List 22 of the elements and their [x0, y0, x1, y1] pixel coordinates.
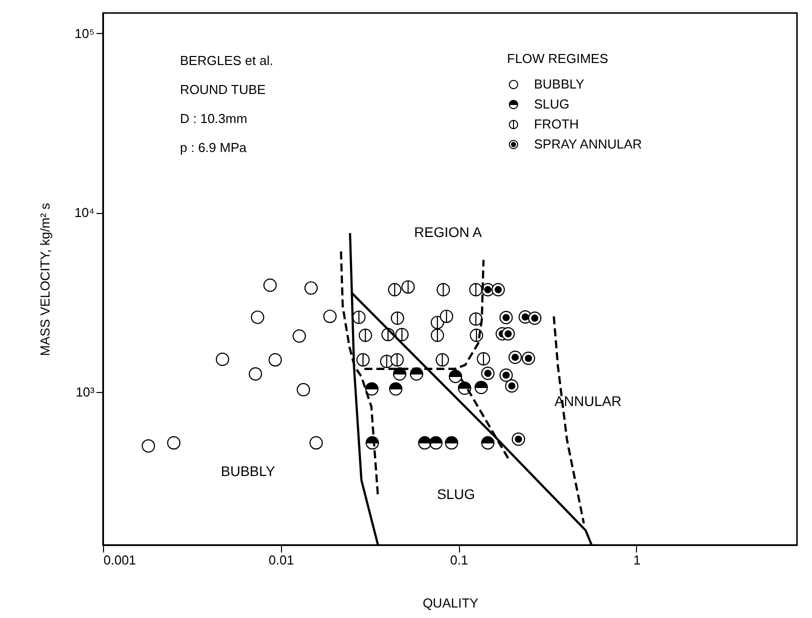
y-tick-label: 10³ — [76, 384, 96, 400]
legend-label: SPRAY ANNULAR — [534, 136, 642, 152]
y-axis-title: MASS VELOCITY, kg/m² s — [37, 202, 52, 356]
x-tick-label: 0.01 — [268, 552, 294, 568]
x-tick-label: 0.1 — [450, 552, 468, 568]
annotation: BERGLES et al. — [180, 53, 274, 68]
x-axis-title: QUALITY — [422, 596, 479, 610]
legend-label: FROTH — [534, 116, 579, 132]
y-tick-label: 10⁵ — [74, 26, 94, 41]
legend-title: FLOW REGIMES — [507, 51, 608, 66]
annotation: REGION A — [414, 224, 482, 240]
annotation: ANNULAR — [554, 393, 622, 409]
legend-label: SLUG — [534, 96, 570, 112]
x-tick-label: 0.001 — [104, 552, 136, 568]
annotation: ROUND TUBE — [180, 82, 266, 97]
x-tick-label: 1 — [633, 552, 641, 568]
annotation: p : 6.9 MPa — [180, 140, 248, 155]
annotation: D : 10.3mm — [180, 111, 248, 126]
y-tick-label: 10⁴ — [74, 205, 94, 220]
legend-label: BUBBLY — [534, 76, 585, 92]
annotation: SLUG — [436, 486, 476, 502]
annotation: BUBBLY — [220, 463, 276, 479]
